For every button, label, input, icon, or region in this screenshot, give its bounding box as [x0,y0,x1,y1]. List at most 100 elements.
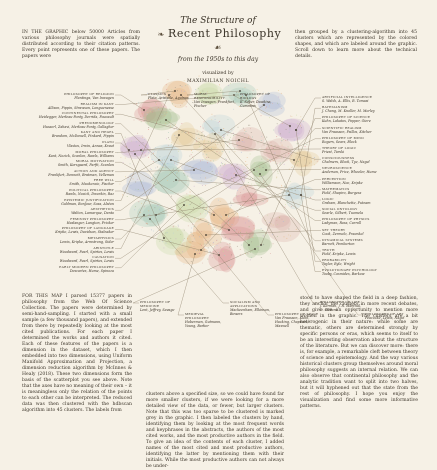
cluster-blob [189,161,219,185]
paper-point [244,129,246,131]
paper-point [219,200,221,202]
paper-point [218,172,220,174]
cluster-label: Logic Graham, Blanchette, Putnam [322,197,417,205]
paper-point [195,140,197,142]
paper-point [230,172,232,174]
paper-point [175,172,177,174]
paper-point [230,83,231,84]
paper-point [200,168,201,170]
cluster-label-authors: Rogers, Sears, Block [322,139,357,144]
paper-point [211,113,213,115]
cluster-map [115,75,364,316]
cluster-label-authors: Plantinga, Van Inwagen [74,96,114,100]
paper-point [177,159,179,161]
cluster-label: Bayesianism J. Chang, M. Knoller, M. Morl… [322,105,417,113]
paper-point [247,185,249,187]
leader-dot [295,129,297,131]
leader-line [115,169,255,259]
cluster-blob [194,83,224,105]
leader-line [200,128,321,251]
paper-point [262,91,264,93]
leader-line [140,90,176,96]
paper-point [223,163,225,165]
paper-point [262,200,264,202]
paper-point [189,191,191,193]
leader-dot [225,214,227,216]
cluster-label-authors: Ladyman, Ross, Carroll [322,221,362,226]
leader-line [115,94,170,201]
cluster-label-authors: Woodward, Pearl, Spirtes, Lewis [59,249,114,254]
paper-point [210,214,212,216]
paper-point [192,224,194,226]
paper-point [231,129,233,131]
paper-point [147,169,149,171]
paper-point [119,183,121,185]
cluster-label-heading: Continental Philosophy [61,111,114,116]
paper-point [250,128,251,130]
paper-point [189,195,191,197]
paper-point [243,196,245,198]
paper-point [263,180,265,182]
cluster-label-heading: Social Ontology [322,207,358,212]
paper-point [174,162,175,164]
paper-point [147,112,149,114]
paper-point [158,109,159,111]
paper-point [269,105,270,107]
paper-point [259,105,261,107]
paper-point [169,125,171,127]
cluster-blob [151,166,187,194]
paper-point [289,149,291,151]
paper-point [202,185,203,187]
paper-point [212,229,214,231]
paper-point [249,259,251,261]
leader-line [115,169,195,172]
cluster-label: Philosophy of Mind Rogers, Sears, Block [322,136,417,144]
paper-point [236,245,238,247]
paper-point [217,100,219,102]
paper-point [247,124,249,126]
cluster-label-heading: Feminist Philosophy [70,216,114,221]
paper-point [146,222,148,224]
paper-point [275,106,277,108]
paper-point [181,90,182,92]
paper-point [230,204,232,206]
paper-point [186,193,188,195]
paper-point [187,175,189,177]
paper-point [283,139,285,141]
paper-point [157,106,159,108]
leader-dot [128,149,130,151]
cluster-blob [232,193,269,207]
paper-point [218,199,219,201]
paper-point [234,172,236,174]
cluster-label: Philosophy of Life J. Kerman, J. R. March… [320,300,364,312]
paper-point [176,172,178,174]
cluster-label-authors: Mackeenham, Elkinson, Bowers [230,308,271,316]
cluster-label-heading: Metaphysics [87,236,114,240]
paper-point [227,119,229,120]
paper-point [192,176,194,178]
cluster-label-authors: Kant, Nozick, Scanlon, Rawls, Williams [48,153,114,158]
title-line-2: ❧ Recent Philosophy ☙ [148,27,288,53]
paper-point [207,212,209,214]
paper-point [199,203,201,205]
paper-point [199,253,201,255]
paper-point [170,94,172,96]
paper-point [299,125,301,127]
leader-line [115,142,130,151]
cluster-label: Aesthetics Walton, Lamarque, Danto [22,207,114,215]
paper-point [281,137,283,139]
paper-point [257,247,259,249]
cluster-label-authors: Williamson, Noe, Kripke [322,180,363,185]
paper-point [271,148,273,149]
paper-point [175,137,177,139]
paper-point [252,99,254,101]
paper-point [290,118,292,120]
paper-point [204,249,206,251]
leader-line [140,148,321,151]
paper-point [238,216,240,218]
cluster-label-heading: Philosophy of Biology [240,92,271,100]
leader-line [225,179,321,216]
paper-point [249,124,251,126]
paper-point [288,228,290,230]
paper-point [133,119,135,121]
